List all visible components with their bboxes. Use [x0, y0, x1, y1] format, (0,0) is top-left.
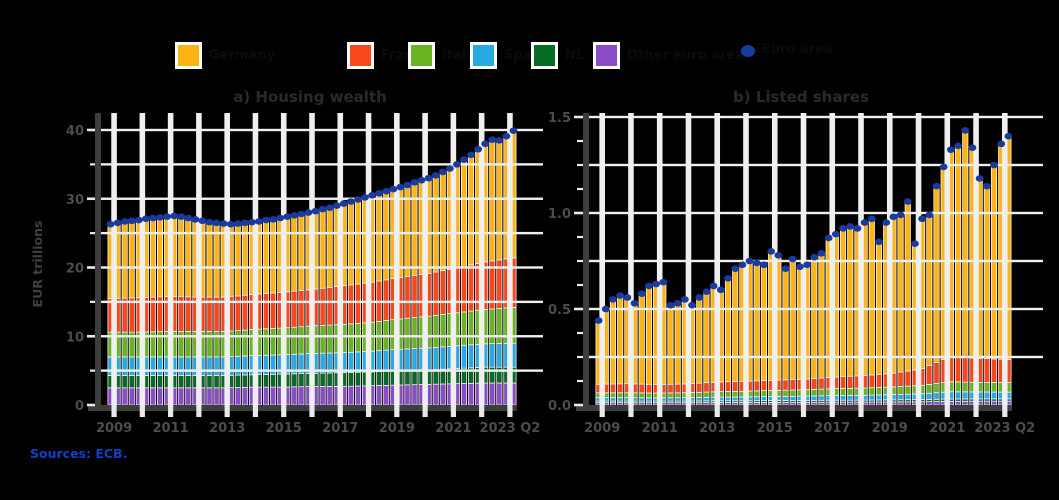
panel-b: 0.0 0.5 1.0 1.5 2009 2011 2013 2015 2017 2019 2021…	[548, 111, 1043, 436]
svg-text:1.5: 1.5	[548, 111, 571, 126]
svg-text:1.0: 1.0	[548, 207, 571, 222]
svg-text:2009: 2009	[96, 421, 132, 436]
svg-text:2015: 2015	[266, 421, 302, 436]
y-axis-label: EUR trillions	[30, 221, 45, 308]
svg-text:0: 0	[75, 399, 84, 414]
legend-item-marker: Euro area	[741, 42, 833, 57]
panel-a-title: a) Housing wealth	[233, 88, 387, 106]
legend-swatch-darkgreen	[531, 42, 558, 69]
svg-text:30: 30	[66, 193, 84, 208]
svg-text:10: 10	[66, 330, 84, 345]
source-note: Sources: ECB.	[30, 446, 128, 461]
svg-text:2011: 2011	[642, 421, 678, 436]
legend-item-5: Other euro area	[593, 42, 744, 69]
svg-text:2023 Q2: 2023 Q2	[480, 421, 541, 436]
legend-item-4: NL	[531, 42, 584, 69]
svg-text:2021: 2021	[435, 421, 471, 436]
svg-text:2017: 2017	[322, 421, 358, 436]
total-marker-icon	[741, 44, 755, 57]
svg-text:2019: 2019	[872, 421, 908, 436]
svg-text:0.0: 0.0	[548, 399, 571, 414]
panel-a: 0 10 20 30 40 2009 2011 2013 2015 2017 2019 2021 202…	[66, 113, 543, 436]
svg-text:2021: 2021	[929, 421, 965, 436]
svg-text:40: 40	[66, 124, 84, 139]
svg-text:2017: 2017	[814, 421, 850, 436]
svg-text:0.5: 0.5	[548, 303, 571, 318]
legend-swatch-purple	[593, 42, 620, 69]
svg-text:2011: 2011	[153, 421, 189, 436]
legend-item-2: Italy	[408, 42, 475, 69]
svg-text:2023 Q2: 2023 Q2	[974, 421, 1035, 436]
svg-text:2019: 2019	[379, 421, 415, 436]
svg-text:2013: 2013	[209, 421, 245, 436]
legend-label: Italy	[442, 48, 475, 63]
legend-item-0: Germany	[175, 42, 275, 69]
svg-text:2009: 2009	[584, 421, 620, 436]
legend-label: Other euro area	[627, 48, 744, 63]
legend-swatch-cyan	[470, 42, 497, 69]
panel-b-title: b) Listed shares	[733, 88, 869, 106]
svg-text:2013: 2013	[699, 421, 735, 436]
svg-text:2015: 2015	[757, 421, 793, 436]
legend-swatch-green	[408, 42, 435, 69]
legend-swatch-red	[347, 42, 374, 69]
legend-swatch-orange	[175, 42, 202, 69]
legend-label: Germany	[209, 48, 275, 63]
svg-text:20: 20	[66, 262, 84, 277]
legend-label: NL	[565, 48, 585, 63]
legend-label: Euro area	[762, 42, 833, 57]
